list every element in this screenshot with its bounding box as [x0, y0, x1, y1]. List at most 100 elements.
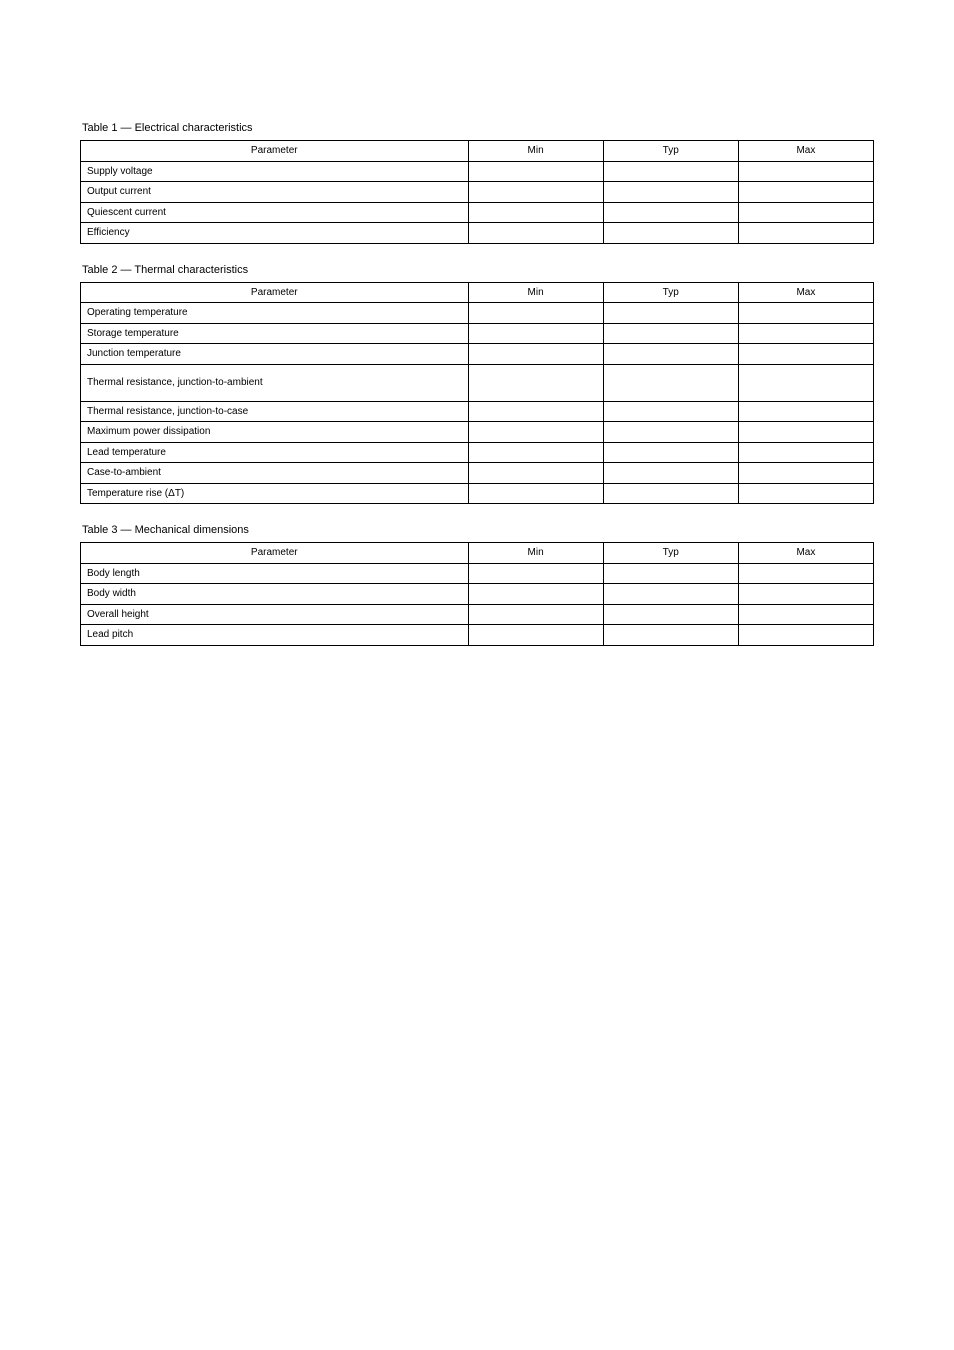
param-cell: Body length	[81, 563, 469, 584]
value-cell	[603, 223, 738, 244]
table-row: Body length	[81, 563, 874, 584]
table-row: Storage temperature	[81, 323, 874, 344]
value-cell	[603, 584, 738, 605]
column-header: Max	[738, 141, 873, 162]
table-title: Table 1 — Electrical characteristics	[82, 122, 874, 134]
column-header: Min	[468, 282, 603, 303]
value-cell	[603, 463, 738, 484]
table-row: Case-to-ambient	[81, 463, 874, 484]
param-cell: Body width	[81, 584, 469, 605]
value-cell	[738, 401, 873, 422]
data-table: ParameterMinTypMaxOperating temperatureS…	[80, 282, 874, 505]
table-header-row: ParameterMinTypMax	[81, 282, 874, 303]
value-cell	[738, 563, 873, 584]
value-cell	[468, 422, 603, 443]
value-cell	[603, 442, 738, 463]
param-cell: Storage temperature	[81, 323, 469, 344]
table-row: Maximum power dissipation	[81, 422, 874, 443]
table-row: Quiescent current	[81, 202, 874, 223]
param-cell: Thermal resistance, junction-to-case	[81, 401, 469, 422]
value-cell	[603, 563, 738, 584]
value-cell	[738, 161, 873, 182]
param-cell: Thermal resistance, junction-to-ambient	[81, 364, 469, 401]
value-cell	[603, 604, 738, 625]
column-header: Typ	[603, 543, 738, 564]
value-cell	[468, 344, 603, 365]
table-row: Lead temperature	[81, 442, 874, 463]
param-cell: Lead temperature	[81, 442, 469, 463]
value-cell	[468, 202, 603, 223]
value-cell	[738, 604, 873, 625]
value-cell	[468, 483, 603, 504]
table-header-row: ParameterMinTypMax	[81, 141, 874, 162]
value-cell	[468, 223, 603, 244]
param-cell: Junction temperature	[81, 344, 469, 365]
value-cell	[468, 463, 603, 484]
param-cell: Output current	[81, 182, 469, 203]
value-cell	[603, 422, 738, 443]
table-row: Lead pitch	[81, 625, 874, 646]
table-row: Efficiency	[81, 223, 874, 244]
value-cell	[468, 182, 603, 203]
column-header: Max	[738, 543, 873, 564]
table-row: Thermal resistance, junction-to-case	[81, 401, 874, 422]
param-cell: Maximum power dissipation	[81, 422, 469, 443]
param-cell: Operating temperature	[81, 303, 469, 324]
column-header: Parameter	[81, 543, 469, 564]
value-cell	[603, 401, 738, 422]
value-cell	[738, 584, 873, 605]
value-cell	[738, 303, 873, 324]
value-cell	[603, 323, 738, 344]
param-cell: Temperature rise (ΔT)	[81, 483, 469, 504]
value-cell	[603, 483, 738, 504]
param-cell: Supply voltage	[81, 161, 469, 182]
value-cell	[738, 422, 873, 443]
column-header: Min	[468, 141, 603, 162]
value-cell	[468, 401, 603, 422]
value-cell	[603, 161, 738, 182]
column-header: Max	[738, 282, 873, 303]
table-row: Thermal resistance, junction-to-ambient	[81, 364, 874, 401]
value-cell	[738, 625, 873, 646]
value-cell	[738, 463, 873, 484]
value-cell	[738, 223, 873, 244]
column-header: Parameter	[81, 141, 469, 162]
tables-container: Table 1 — Electrical characteristics Para…	[80, 122, 874, 646]
column-header: Min	[468, 543, 603, 564]
value-cell	[738, 364, 873, 401]
param-cell: Lead pitch	[81, 625, 469, 646]
value-cell	[603, 202, 738, 223]
page-content: Table 1 — Electrical characteristics Para…	[0, 0, 954, 646]
column-header: Typ	[603, 141, 738, 162]
value-cell	[603, 303, 738, 324]
value-cell	[738, 323, 873, 344]
value-cell	[603, 182, 738, 203]
value-cell	[603, 364, 738, 401]
value-cell	[468, 303, 603, 324]
value-cell	[738, 182, 873, 203]
column-header: Parameter	[81, 282, 469, 303]
value-cell	[468, 364, 603, 401]
value-cell	[468, 563, 603, 584]
value-cell	[468, 323, 603, 344]
table-row: Body width	[81, 584, 874, 605]
value-cell	[468, 161, 603, 182]
value-cell	[468, 625, 603, 646]
table-row: Supply voltage	[81, 161, 874, 182]
table-row: Temperature rise (ΔT)	[81, 483, 874, 504]
table-header-row: ParameterMinTypMax	[81, 543, 874, 564]
table-row: Overall height	[81, 604, 874, 625]
value-cell	[738, 344, 873, 365]
table-title: Table 2 — Thermal characteristics	[82, 264, 874, 276]
table-row: Output current	[81, 182, 874, 203]
param-cell: Quiescent current	[81, 202, 469, 223]
value-cell	[738, 442, 873, 463]
param-cell: Efficiency	[81, 223, 469, 244]
column-header: Typ	[603, 282, 738, 303]
data-table: ParameterMinTypMaxBody lengthBody widthO…	[80, 542, 874, 646]
value-cell	[603, 625, 738, 646]
value-cell	[738, 202, 873, 223]
table-title: Table 3 — Mechanical dimensions	[82, 524, 874, 536]
data-table: ParameterMinTypMaxSupply voltageOutput c…	[80, 140, 874, 244]
param-cell: Overall height	[81, 604, 469, 625]
